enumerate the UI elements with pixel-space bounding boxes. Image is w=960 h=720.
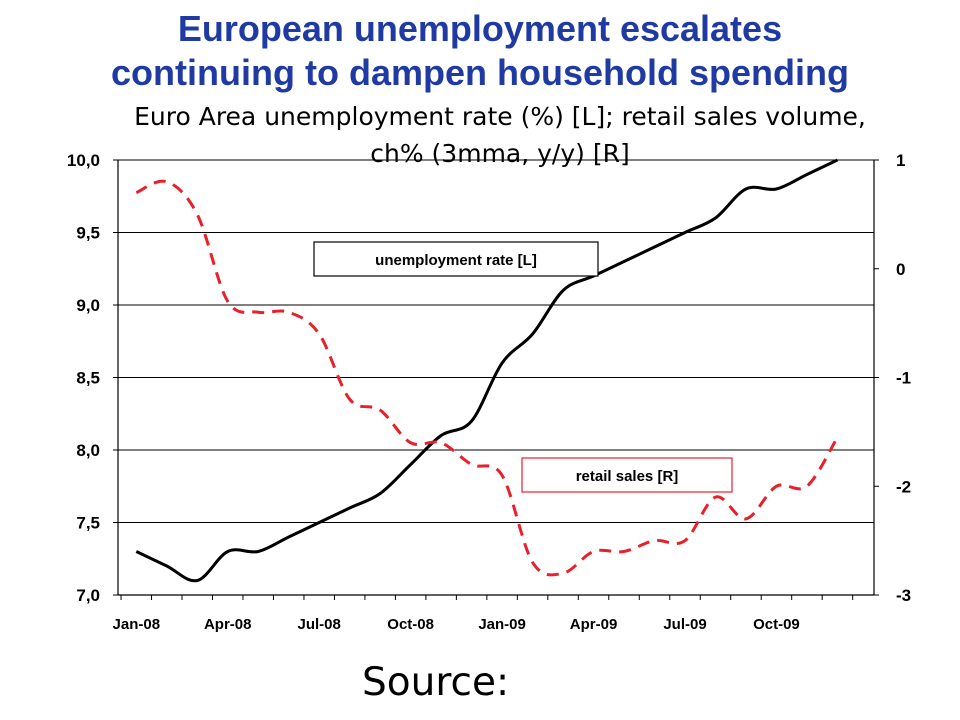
y-left-tick-label: 10,0 xyxy=(67,151,100,170)
unemployment-rate-line xyxy=(135,158,839,583)
y-right-tick-label: -1 xyxy=(896,369,911,388)
x-tick-label: Jul-08 xyxy=(298,616,341,633)
y-left-tick-label: 7,5 xyxy=(76,514,100,533)
y-left-tick-label: 7,0 xyxy=(76,586,100,605)
y-right-tick-label: -2 xyxy=(896,477,911,496)
chart-title-line-1: European unemployment escalates xyxy=(177,8,783,49)
y-left-tick-label: 8,0 xyxy=(76,441,100,460)
retail-sales-label-box xyxy=(521,457,733,493)
retail-sales-line xyxy=(135,179,839,577)
chart-subtitle-line-2: ch% (3mma, y/y) [R] xyxy=(370,139,630,168)
retail-sales-label-text: retail sales [R] xyxy=(576,468,679,485)
retail-sales-label: retail sales [R] xyxy=(521,457,733,493)
x-tick-label: Apr-08 xyxy=(204,616,252,633)
chart-title-line-2: continuing to dampen household spending xyxy=(111,52,849,93)
y-right-tick-label: -3 xyxy=(896,586,911,605)
x-tick-label: Jan-08 xyxy=(113,616,161,633)
y-left-tick-label: 9,0 xyxy=(76,296,100,315)
unemployment-label-box xyxy=(313,241,599,277)
y-right-tick-label: 1 xyxy=(896,151,905,170)
y-left-tick-label: 9,5 xyxy=(76,224,100,243)
unemployment-label: unemployment rate [L] xyxy=(313,241,599,277)
x-tick-label: Jul-09 xyxy=(663,616,706,633)
x-tick-label: Oct-08 xyxy=(387,616,434,633)
chart-subtitle-line-1: Euro Area unemployment rate (%) [L]; ret… xyxy=(134,102,866,131)
source-label: Source: xyxy=(362,660,510,705)
x-tick-label: Apr-09 xyxy=(570,616,618,633)
y-right-tick-label: 0 xyxy=(896,260,905,279)
x-tick-label: Oct-09 xyxy=(753,616,800,633)
y-left-tick-label: 8,5 xyxy=(76,369,100,388)
unemployment-label-text: unemployment rate [L] xyxy=(375,252,537,269)
x-tick-label: Jan-09 xyxy=(478,616,526,633)
